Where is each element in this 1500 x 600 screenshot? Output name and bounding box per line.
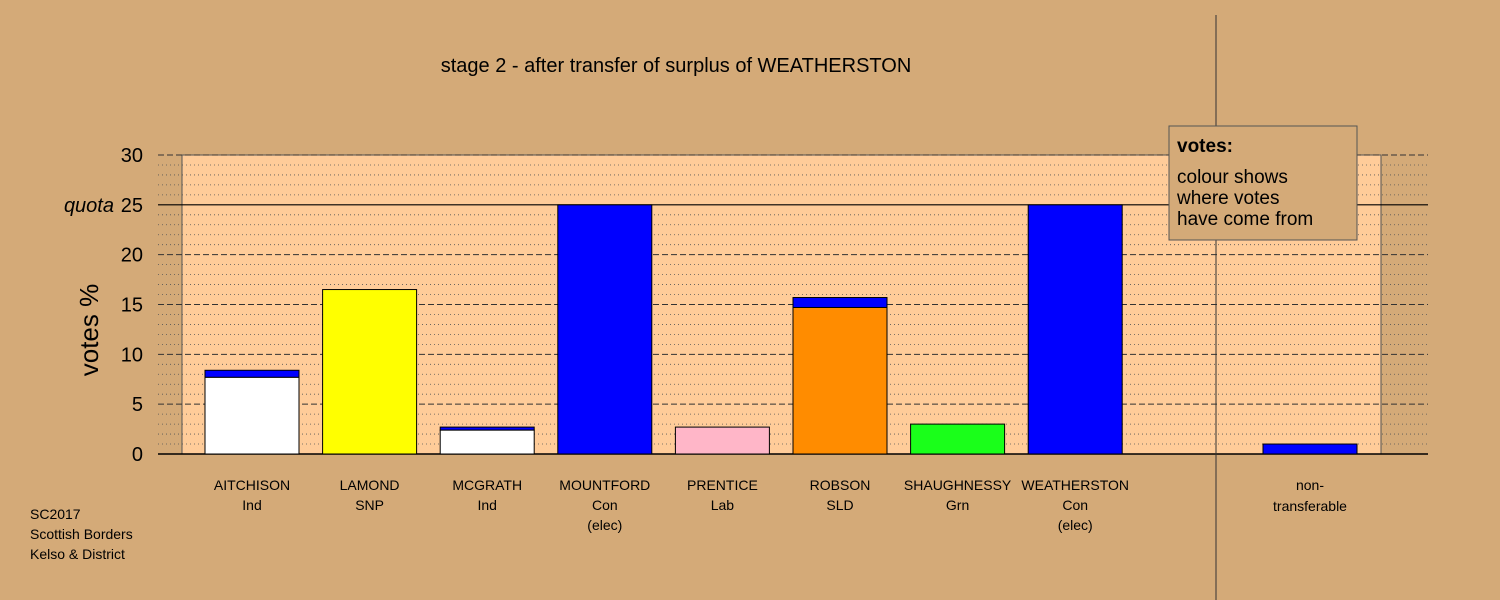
chart-title: stage 2 - after transfer of surplus of W… <box>441 55 912 77</box>
candidate-party: Ind <box>242 497 261 513</box>
nontransferable-label: non- <box>1296 477 1324 493</box>
bar-segment <box>910 423 1006 455</box>
y-tick-label: 20 <box>121 245 143 267</box>
legend-title: votes: <box>1177 136 1233 157</box>
bars <box>204 204 1358 455</box>
candidate-party: SNP <box>355 497 384 513</box>
footer-ward: Kelso & District <box>30 546 125 562</box>
legend-line-3: have come from <box>1177 209 1313 230</box>
candidate-name: SHAUGHNESSY <box>904 477 1012 493</box>
candidate-name: MOUNTFORD <box>559 477 650 493</box>
y-tick-label: 15 <box>121 295 143 317</box>
candidate-status: (elec) <box>587 517 622 533</box>
candidate-name: ROBSON <box>810 477 871 493</box>
bar-segment <box>792 306 888 455</box>
candidate-name: MCGRATH <box>452 477 522 493</box>
y-tick-label: 10 <box>121 344 143 366</box>
legend: votes: colour shows where votes have com… <box>1168 125 1358 241</box>
bar-segment <box>439 429 535 455</box>
quota-label: quota <box>64 195 114 217</box>
footer-council: Scottish Borders <box>30 526 133 542</box>
candidate-name: WEATHERSTON <box>1021 477 1129 493</box>
candidate-name: AITCHISON <box>214 477 290 493</box>
candidate-party: Con <box>1062 497 1088 513</box>
candidate-name: PRENTICE <box>687 477 758 493</box>
y-axis: 0 5 10 15 20 25 30 quota <box>64 145 143 466</box>
candidate-party: Grn <box>946 497 969 513</box>
candidate-status: (elec) <box>1058 517 1093 533</box>
legend-box <box>1168 125 1358 241</box>
bar-segment <box>792 297 888 308</box>
nontransferable-label: transferable <box>1273 498 1347 514</box>
bar-segment <box>557 204 653 455</box>
footer-election: SC2017 <box>30 506 81 522</box>
nontransferable-bar <box>1262 443 1358 455</box>
bar-segment <box>674 426 770 455</box>
candidate-party: Con <box>592 497 618 513</box>
bar-segment <box>1027 204 1123 455</box>
candidate-name: LAMOND <box>340 477 400 493</box>
legend-line-2: where votes <box>1176 188 1279 209</box>
bar-segment <box>204 369 300 378</box>
y-tick-label: 5 <box>132 394 143 416</box>
y-tick-label: 0 <box>132 444 143 466</box>
candidate-party: Ind <box>477 497 496 513</box>
candidate-party: SLD <box>826 497 853 513</box>
footer: SC2017 Scottish Borders Kelso & District <box>30 506 133 562</box>
x-axis-labels: AITCHISON Ind LAMOND SNP MCGRATH Ind MOUNTFORD… <box>214 477 1347 533</box>
y-tick-label: 30 <box>121 145 143 167</box>
bar-segment <box>204 376 300 455</box>
y-tick-label: 25 <box>121 195 143 217</box>
candidate-party: Lab <box>711 497 735 513</box>
y-axis-label: votes % <box>74 284 104 377</box>
bar-segment <box>322 289 418 455</box>
legend-line-1: colour shows <box>1177 167 1288 188</box>
bar-segment <box>439 426 535 431</box>
